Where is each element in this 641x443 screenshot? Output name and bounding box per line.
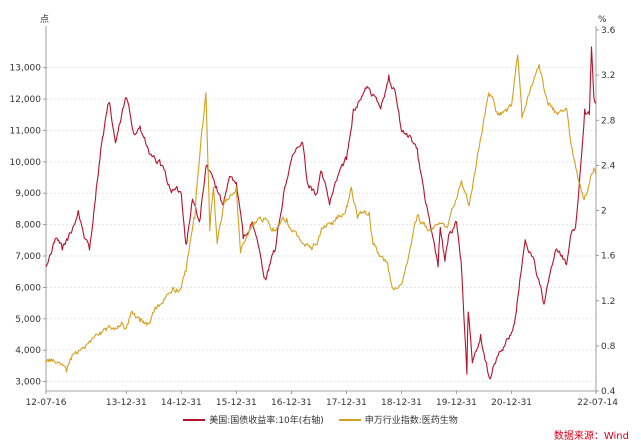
x-tick-label: 22-07-14 <box>577 398 618 408</box>
right-tick-label: 0.4 <box>601 387 616 397</box>
x-tick-label: 19-12-31 <box>436 398 477 408</box>
legend: 美国:国债收益率:10年(右轴) 申万行业指数:医药生物 <box>0 413 641 426</box>
left-tick-label: 10,000 <box>10 158 42 168</box>
right-tick-label: 2.8 <box>601 116 616 126</box>
legend-swatch-treasury <box>183 418 206 421</box>
right-tick-label: 0.8 <box>601 342 616 352</box>
left-tick-label: 9,000 <box>15 189 41 199</box>
left-axis-unit: 点 <box>40 14 49 25</box>
left-y-axis: 点 3,000 4,000 5,000 6,000 7,000 8,000 9,000 10,… <box>10 14 49 391</box>
left-tick-label: 6,000 <box>15 283 41 293</box>
legend-label-treasury: 美国:国债收益率:10年(右轴) <box>209 416 324 426</box>
left-tick-label: 4,000 <box>15 346 41 356</box>
x-tick-label: 12-07-16 <box>26 398 67 408</box>
x-tick-label: 15-12-31 <box>216 398 257 408</box>
x-tick-label: 13-12-31 <box>106 398 147 408</box>
legend-item-treasury[interactable]: 美国:国债收益率:10年(右轴) <box>183 413 324 426</box>
right-y-axis: % 0.4 0.8 1.2 1.6 2 2.4 2.8 3.2 3.6 <box>595 15 616 397</box>
x-axis: 12-07-16 13-12-31 14-12-31 15-12-31 16-12-31… <box>26 390 618 408</box>
x-tick-label: 20-12-31 <box>491 398 532 408</box>
left-tick-label: 11,000 <box>10 126 42 136</box>
right-axis-unit: % <box>598 15 607 25</box>
legend-label-pharma: 申万行业指数:医药生物 <box>364 416 458 426</box>
series-lines <box>45 46 597 380</box>
left-tick-label: 5,000 <box>15 315 41 325</box>
left-tick-label: 13,000 <box>10 64 42 74</box>
series-line-treasury-yield <box>45 46 597 380</box>
series-line-pharma-index <box>45 54 597 373</box>
left-tick-label: 7,000 <box>15 252 41 262</box>
right-tick-label: 2.4 <box>601 161 616 171</box>
left-tick-label: 3,000 <box>15 378 41 388</box>
right-tick-label: 3.6 <box>601 26 616 36</box>
right-tick-label: 1.6 <box>601 252 616 262</box>
x-tick-label: 16-12-31 <box>271 398 312 408</box>
right-tick-label: 1.2 <box>601 297 615 307</box>
right-tick-label: 2 <box>601 207 607 217</box>
right-tick-label: 3.2 <box>601 71 615 81</box>
legend-swatch-pharma <box>338 418 361 421</box>
x-tick-label: 17-12-31 <box>326 398 367 408</box>
legend-item-pharma[interactable]: 申万行业指数:医药生物 <box>338 413 458 426</box>
left-tick-label: 12,000 <box>10 95 42 105</box>
grid-lines <box>46 67 596 382</box>
left-tick-label: 8,000 <box>15 221 41 231</box>
data-source-note: 数据来源：Wind <box>553 431 629 442</box>
x-tick-label: 18-12-31 <box>381 398 422 408</box>
x-tick-label: 14-12-31 <box>161 398 202 408</box>
